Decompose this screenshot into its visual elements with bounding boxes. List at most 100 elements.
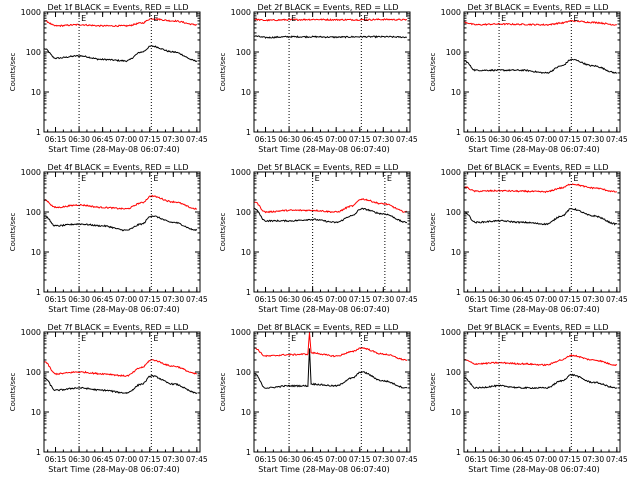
y-tick-label: 1: [246, 128, 251, 137]
plot-frame: [43, 331, 201, 453]
detector-panel: Det 4f BLACK = Events, RED = LLD E E 1 10 100…: [9, 163, 208, 314]
y-axis-title: Counts/sec: [429, 373, 437, 412]
series-line-events: [44, 374, 198, 395]
x-tick-label: 07:00: [115, 455, 137, 464]
marker-flag-label: E: [363, 14, 368, 23]
plot-frame: [253, 171, 411, 293]
marker-flag-label: E: [573, 174, 578, 183]
x-tick-label: 07:00: [325, 455, 347, 464]
series-line-events: [44, 215, 198, 232]
y-tick-label: 1000: [441, 328, 461, 337]
x-tick-label: 07:30: [162, 135, 184, 144]
marker-flag-label: E: [363, 334, 368, 343]
x-tick-label: 07:15: [559, 455, 581, 464]
x-tick-label: 06:45: [512, 455, 534, 464]
marker-flag-label: E: [501, 174, 506, 183]
marker-flag-label: E: [291, 14, 296, 23]
x-tick-label: 06:45: [302, 295, 324, 304]
series-line-lld: [44, 194, 198, 210]
x-tick-label: 06:15: [465, 455, 487, 464]
series-line-lld: [464, 19, 617, 27]
x-tick-label: 07:00: [535, 135, 557, 144]
x-tick-label: 06:45: [302, 135, 324, 144]
marker-flag-label: E: [387, 174, 392, 183]
marker-flag-label: E: [153, 174, 158, 183]
panel-title: Det 7f BLACK = Events, RED = LLD: [47, 323, 188, 332]
x-tick-label: 07:15: [559, 135, 581, 144]
x-tick-label: 06:45: [512, 295, 534, 304]
y-tick-label: 1000: [441, 168, 461, 177]
marker-flag-label: E: [501, 14, 506, 23]
detector-panel: Det 8f BLACK = Events, RED = LLD E E 1 10 100…: [219, 323, 418, 474]
x-tick-label: 06:45: [512, 135, 534, 144]
y-tick-label: 1000: [21, 8, 41, 17]
panel-title: Det 3f BLACK = Events, RED = LLD: [467, 3, 608, 12]
y-tick-label: 1: [246, 448, 251, 457]
x-tick-label: 07:45: [186, 295, 208, 304]
y-tick-label: 100: [236, 368, 251, 377]
x-tick-label: 06:15: [255, 455, 277, 464]
series-line-events: [464, 58, 618, 75]
y-tick-label: 10: [451, 408, 461, 417]
series-line-lld: [44, 17, 197, 28]
x-tick-label: 07:15: [139, 295, 161, 304]
detector-panel: Det 7f BLACK = Events, RED = LLD E E 1 10 100…: [9, 323, 208, 474]
y-tick-label: 100: [236, 208, 251, 217]
plot-frame: [43, 171, 201, 293]
x-axis-title: Start Time (28-May-08 06:07:40): [468, 305, 599, 314]
x-tick-label: 06:45: [92, 135, 114, 144]
x-axis-title: Start Time (28-May-08 06:07:40): [48, 145, 179, 154]
x-tick-label: 07:30: [372, 455, 394, 464]
y-tick-label: 1: [246, 288, 251, 297]
x-tick-label: 07:00: [535, 295, 557, 304]
x-tick-label: 07:45: [606, 295, 628, 304]
y-tick-label: 100: [236, 48, 251, 57]
y-tick-label: 1: [36, 128, 41, 137]
y-tick-label: 1: [456, 288, 461, 297]
plot-frame: [43, 11, 201, 133]
x-tick-label: 07:45: [396, 455, 418, 464]
x-axis-title: Start Time (28-May-08 06:07:40): [48, 305, 179, 314]
x-tick-label: 06:30: [68, 295, 90, 304]
y-tick-label: 100: [26, 368, 41, 377]
plot-frame: [253, 331, 411, 453]
detector-panel: Det 1f BLACK = Events, RED = LLD E E 1 10 100…: [9, 3, 208, 154]
x-tick-label: 07:30: [372, 295, 394, 304]
marker-flag-label: E: [501, 334, 506, 343]
panel-title: Det 8f BLACK = Events, RED = LLD: [257, 323, 398, 332]
y-tick-label: 10: [31, 88, 41, 97]
x-axis-title: Start Time (28-May-08 06:07:40): [258, 465, 389, 474]
y-axis-title: Counts/sec: [429, 53, 437, 92]
x-tick-label: 07:00: [325, 295, 347, 304]
marker-flag-label: E: [573, 14, 578, 23]
x-tick-label: 06:30: [68, 455, 90, 464]
y-axis-title: Counts/sec: [219, 53, 227, 92]
x-tick-label: 07:30: [372, 135, 394, 144]
marker-flag-label: E: [81, 334, 86, 343]
y-tick-label: 10: [31, 408, 41, 417]
y-axis-title: Counts/sec: [9, 213, 17, 252]
x-axis-title: Start Time (28-May-08 06:07:40): [258, 145, 389, 154]
x-tick-label: 06:15: [255, 135, 277, 144]
x-tick-label: 07:00: [115, 135, 137, 144]
x-tick-label: 06:45: [92, 295, 114, 304]
y-tick-label: 1000: [441, 8, 461, 17]
series-line-events: [44, 45, 198, 63]
series-line-events: [464, 373, 618, 390]
x-tick-label: 07:45: [606, 455, 628, 464]
x-tick-label: 07:45: [186, 455, 208, 464]
y-tick-label: 1: [36, 448, 41, 457]
marker-flag-label: E: [81, 174, 86, 183]
x-tick-label: 06:30: [488, 455, 510, 464]
x-tick-label: 06:30: [488, 135, 510, 144]
plot-frame: [463, 11, 621, 133]
y-tick-label: 10: [451, 88, 461, 97]
y-tick-label: 1000: [21, 328, 41, 337]
x-tick-label: 07:15: [559, 295, 581, 304]
x-tick-label: 07:15: [139, 135, 161, 144]
x-tick-label: 06:45: [92, 455, 114, 464]
x-tick-label: 06:15: [255, 295, 277, 304]
y-axis-title: Counts/sec: [219, 213, 227, 252]
y-tick-label: 1000: [231, 8, 251, 17]
y-tick-label: 10: [241, 408, 251, 417]
